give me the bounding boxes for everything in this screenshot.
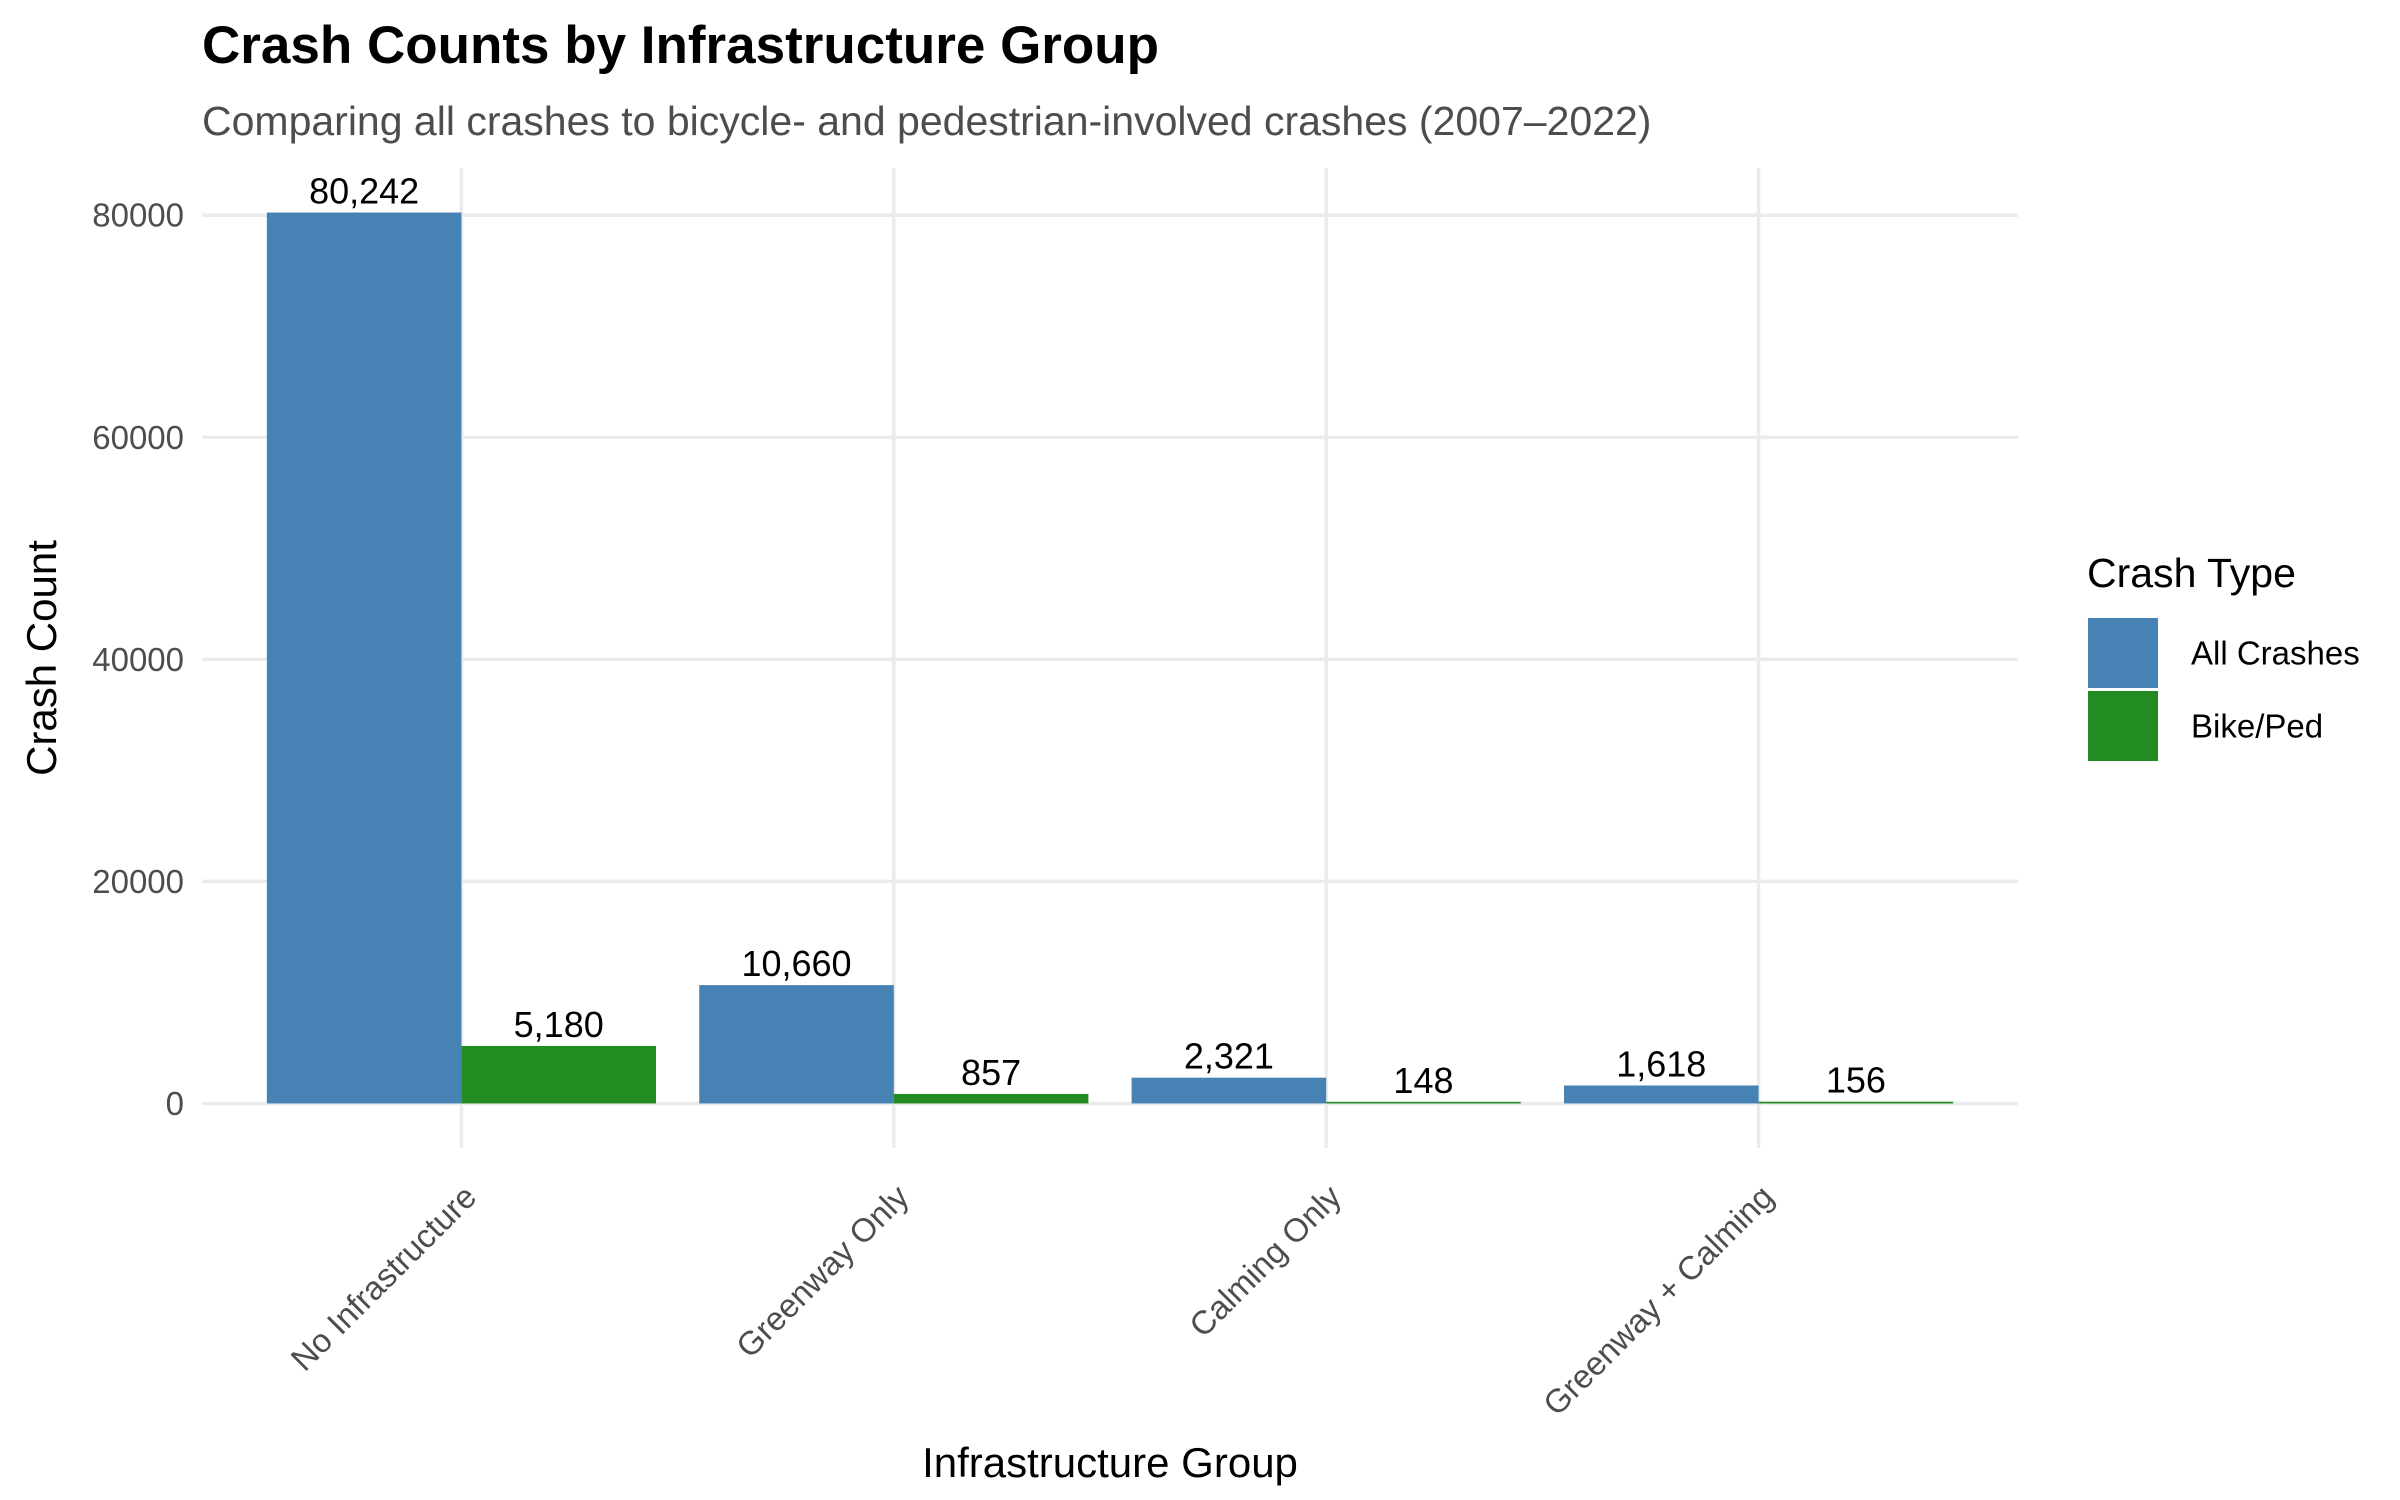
- y-tick-label: 0: [166, 1085, 184, 1122]
- data-label: 156: [1826, 1060, 1886, 1101]
- data-label: 1,618: [1616, 1043, 1706, 1084]
- bars: [266, 212, 1954, 1104]
- y-tick-label: 20000: [92, 863, 184, 900]
- legend-key: [2088, 691, 2158, 761]
- legend-label: All Crashes: [2191, 635, 2360, 672]
- legend-key: [2088, 618, 2158, 688]
- data-label: 2,321: [1184, 1036, 1274, 1077]
- legend-items: All Crashes Bike/Ped: [2088, 618, 2360, 761]
- data-label: 5,180: [514, 1004, 604, 1045]
- x-tick-label: Greenway Only: [729, 1177, 916, 1364]
- bar: [461, 1045, 656, 1104]
- grid-lines: [202, 168, 2018, 1148]
- bar: [699, 985, 894, 1104]
- legend-label: Bike/Ped: [2191, 708, 2323, 745]
- bar: [1758, 1101, 1954, 1104]
- chart-title: Crash Counts by Infrastructure Group: [202, 16, 1159, 75]
- legend-title: Crash Type: [2087, 550, 2296, 596]
- x-axis-title: Infrastructure Group: [922, 1439, 1298, 1486]
- chart-subtitle: Comparing all crashes to bicycle- and pe…: [202, 98, 1651, 144]
- y-tick-label: 40000: [92, 641, 184, 678]
- data-label: 10,660: [741, 943, 851, 984]
- x-tick-label: Greenway + Calming: [1536, 1178, 1781, 1423]
- x-tick-label: Calming Only: [1182, 1177, 1349, 1344]
- x-tick-label: No Infrastructure: [283, 1178, 483, 1378]
- y-tick-label: 60000: [92, 419, 184, 456]
- x-axis-ticks: No Infrastructure Greenway Only Calming On…: [283, 1177, 1780, 1422]
- bar: [1564, 1085, 1759, 1104]
- bar: [893, 1093, 1089, 1104]
- legend: Crash Type All Crashes Bike/Ped: [2087, 550, 2360, 761]
- y-axis-ticks: 0 20000 40000 60000 80000: [92, 197, 184, 1122]
- data-label: 80,242: [309, 171, 419, 212]
- data-label: 148: [1393, 1060, 1453, 1101]
- bar: [1326, 1101, 1521, 1104]
- y-axis-title: Crash Count: [18, 540, 65, 776]
- data-label: 857: [961, 1052, 1021, 1093]
- bar: [266, 212, 462, 1104]
- y-tick-label: 80000: [92, 197, 184, 234]
- data-labels: 80,242 10,660 2,321 1,618 5,180 857 148 156: [309, 171, 1886, 1101]
- bar: [1131, 1077, 1327, 1104]
